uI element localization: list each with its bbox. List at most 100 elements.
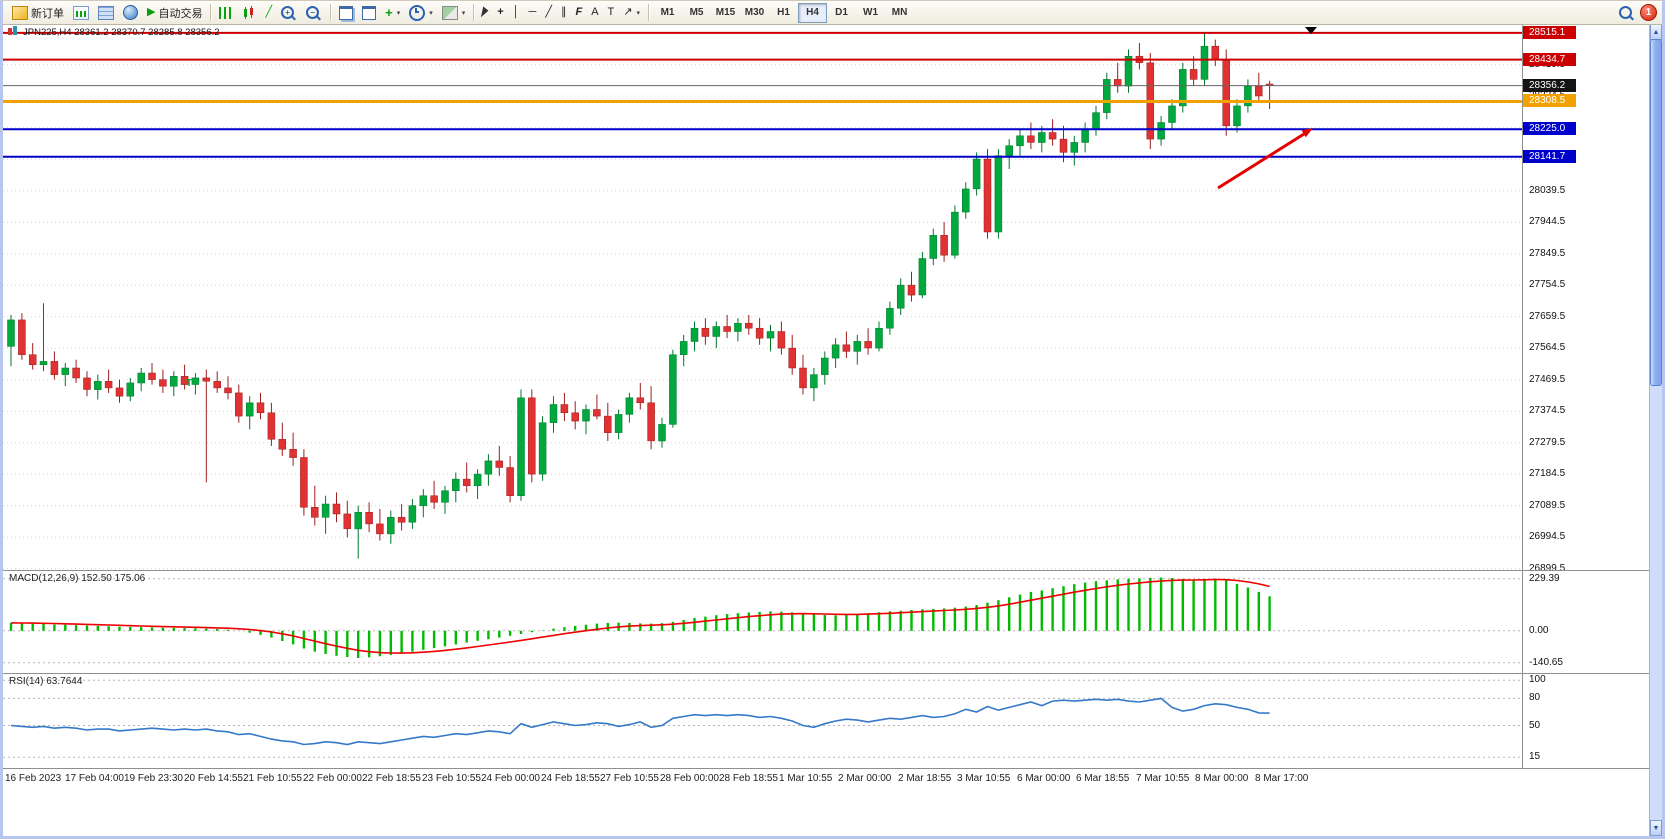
- panel-separator[interactable]: [3, 768, 1650, 769]
- line-chart-mode-button[interactable]: ╱: [261, 2, 276, 24]
- channel-tool-button[interactable]: ∥: [557, 2, 571, 24]
- macd-axis-label: 229.39: [1529, 573, 1560, 584]
- bar-marker-icon: [1305, 27, 1317, 34]
- text-icon: A: [591, 6, 599, 18]
- zoom-out-icon: −: [306, 6, 320, 19]
- time-tick-label: 8 Mar 17:00: [1255, 773, 1309, 784]
- cascade-windows-button[interactable]: [335, 2, 357, 24]
- price-chart-canvas[interactable]: T JPN225,H4 28361.2 28370.7 28285.8 28356…: [3, 24, 1522, 570]
- price-tick-label: 27754.5: [1529, 279, 1566, 290]
- candlestick-mode-button[interactable]: [238, 2, 260, 24]
- indicators-button[interactable]: + ▾: [381, 2, 404, 24]
- scroll-down-arrow[interactable]: ▼: [1650, 820, 1662, 836]
- timeframe-m5-button[interactable]: M5: [689, 7, 704, 18]
- scroll-up-arrow[interactable]: ▲: [1650, 24, 1662, 40]
- macd-panel-canvas[interactable]: [3, 571, 1522, 673]
- toolbar-separator: [473, 4, 475, 21]
- time-tick-label: 27 Feb 10:55: [600, 773, 659, 784]
- horizontal-level-lines[interactable]: [3, 31, 1522, 158]
- timeframe-d1-button[interactable]: D1: [835, 7, 848, 18]
- navigator-button[interactable]: [119, 2, 142, 24]
- zoom-in-button[interactable]: +: [277, 2, 301, 24]
- price-tick-label: 27564.5: [1529, 342, 1566, 353]
- fibonacci-icon: F: [575, 6, 583, 18]
- horizontal-line-icon: ─: [528, 6, 537, 18]
- timeframe-w1-button[interactable]: W1: [863, 7, 879, 18]
- level-price-badge: 28515.1: [1523, 26, 1576, 39]
- search-button[interactable]: [1615, 2, 1639, 24]
- crosshair-tool-button[interactable]: +: [493, 2, 507, 24]
- scrollbar-thumb[interactable]: [1650, 39, 1662, 386]
- toolbar-separator: [648, 4, 650, 21]
- time-tick-label: 28 Feb 18:55: [719, 773, 778, 784]
- timeframe-m15-button[interactable]: M15: [715, 7, 736, 18]
- label-tool-button[interactable]: T: [604, 2, 619, 24]
- time-axis: 16 Feb 2023 17 Feb 04:00 19 Feb 23:30 20 Fe…: [3, 769, 1650, 791]
- level-price-badge: 28225.0: [1523, 122, 1576, 135]
- price-tick-label: 27659.5: [1529, 311, 1566, 322]
- vertical-scrollbar[interactable]: ▲ ▼: [1649, 24, 1662, 836]
- new-chart-button[interactable]: [69, 2, 93, 24]
- trend-arrow-line[interactable]: [1217, 132, 1305, 190]
- time-tick-label: 8 Mar 00:00: [1195, 773, 1249, 784]
- rsi-panel-canvas[interactable]: [3, 674, 1522, 768]
- chart-annotations[interactable]: T: [186, 27, 1317, 389]
- toolbar-separator: [210, 4, 212, 21]
- time-tick-label: 2 Mar 00:00: [838, 773, 892, 784]
- bar-chart-icon: [219, 6, 234, 19]
- crosshair-icon: +: [497, 6, 504, 18]
- time-tick-label: 16 Feb 2023: [5, 773, 62, 784]
- trendline-tool-button[interactable]: ╱: [541, 2, 556, 24]
- symbol-mini-icon: [13, 26, 17, 35]
- market-watch-button[interactable]: [94, 2, 118, 24]
- periods-button[interactable]: ▾: [405, 2, 437, 24]
- rsi-line: [10, 697, 1270, 746]
- templates-button[interactable]: ▾: [438, 2, 470, 24]
- new-order-button[interactable]: 新订单: [8, 2, 68, 24]
- template-icon: [441, 5, 458, 20]
- panel-separator[interactable]: [3, 673, 1650, 674]
- auto-trading-icon: ▶: [147, 6, 156, 18]
- chevron-down-icon: ▾: [396, 9, 401, 17]
- arrows-tool-button[interactable]: ↗ ▾: [619, 2, 644, 24]
- price-tick-label: 26899.5: [1529, 563, 1566, 574]
- price-gridlines: [3, 32, 1522, 570]
- fibonacci-tool-button[interactable]: F: [571, 2, 586, 24]
- timeframe-mn-button[interactable]: MN: [891, 7, 908, 18]
- macd-axis-label: -140.65: [1529, 657, 1563, 668]
- search-icon: [1619, 6, 1632, 19]
- current-price-badge: 28356.2: [1523, 79, 1576, 92]
- arrow-object-icon: ↗: [623, 6, 633, 18]
- symbol-info: JPN225,H4 28361.2 28370.7 28285.8 28356.…: [23, 27, 220, 38]
- chevron-down-icon: ▾: [429, 9, 433, 17]
- channel-icon: ∥: [560, 6, 567, 18]
- text-tool-button[interactable]: A: [587, 2, 602, 24]
- notification-badge[interactable]: 1: [1640, 4, 1657, 21]
- horizontal-line-tool-button[interactable]: ─: [525, 2, 541, 24]
- time-tick-label: 21 Feb 10:55: [243, 773, 302, 784]
- time-tick-label: 1 Mar 10:55: [779, 773, 833, 784]
- time-tick-label: 19 Feb 23:30: [124, 773, 183, 784]
- price-tick-label: 27374.5: [1529, 405, 1566, 416]
- timeframe-h4-button[interactable]: H4: [798, 2, 828, 23]
- timeframe-h1-button[interactable]: H1: [777, 7, 790, 18]
- level-price-badge: 28434.7: [1523, 53, 1576, 66]
- bar-chart-mode-button[interactable]: [215, 2, 237, 24]
- price-tick-label: 27184.5: [1529, 468, 1566, 479]
- chevron-down-icon: ▾: [636, 9, 641, 17]
- new-order-label: 新订单: [31, 7, 64, 20]
- auto-trading-button[interactable]: ▶ 自动交易: [143, 2, 206, 24]
- timeframe-m30-button[interactable]: M30: [744, 7, 765, 18]
- timeframe-m1-button[interactable]: M1: [660, 7, 675, 18]
- tile-windows-button[interactable]: [358, 2, 380, 24]
- auto-trading-label: 自动交易: [158, 7, 203, 20]
- panel-separator[interactable]: [3, 570, 1650, 571]
- time-tick-label: 24 Feb 18:55: [541, 773, 600, 784]
- cursor-tool-button[interactable]: [478, 2, 492, 24]
- zoom-out-button[interactable]: −: [302, 2, 326, 24]
- trend-arrow-head: [1301, 128, 1313, 138]
- text-mark: T: [186, 378, 192, 389]
- vertical-line-tool-button[interactable]: │: [509, 2, 524, 24]
- new-chart-icon: [73, 5, 89, 20]
- label-icon: T: [607, 6, 615, 18]
